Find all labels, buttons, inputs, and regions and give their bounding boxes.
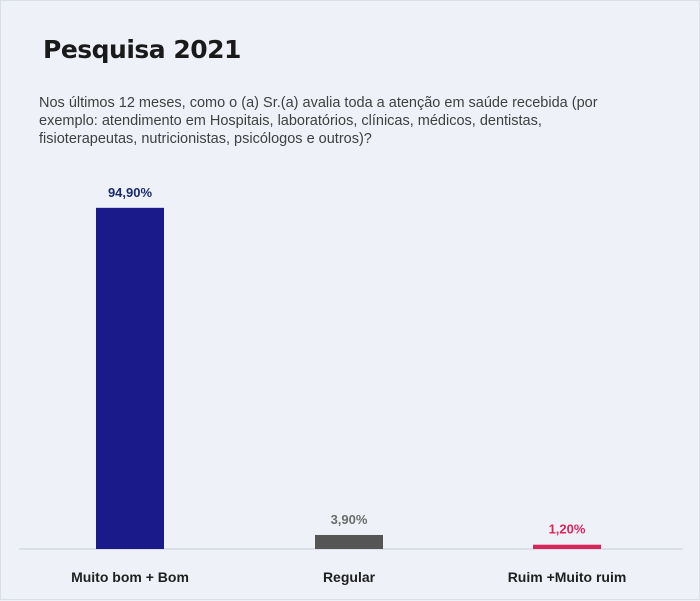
bar-2: [533, 544, 601, 549]
value-label-1: 3,90%: [331, 512, 368, 527]
value-label-0: 94,90%: [108, 185, 153, 200]
chart-title: Pesquisa 2021: [43, 35, 241, 64]
survey-question: Nos últimos 12 meses, como o (a) Sr.(a) …: [39, 95, 598, 147]
category-label-0: Muito bom + Bom: [71, 569, 189, 585]
bar-1: [315, 534, 383, 549]
value-label-2: 1,20%: [549, 522, 586, 537]
category-label-1: Regular: [323, 569, 376, 585]
bar-0: [96, 207, 164, 549]
category-label-2: Ruim +Muito ruim: [508, 569, 627, 585]
